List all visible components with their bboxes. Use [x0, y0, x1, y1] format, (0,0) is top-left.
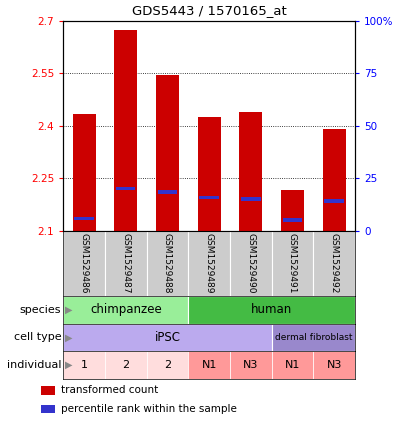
Bar	[41, 386, 55, 395]
Bar	[230, 351, 272, 379]
Bar	[157, 190, 177, 194]
Bar	[230, 231, 272, 296]
Text: N3: N3	[326, 360, 342, 370]
Text: human: human	[251, 303, 292, 316]
Title: GDS5443 / 1570165_at: GDS5443 / 1570165_at	[132, 4, 286, 17]
Bar	[323, 129, 346, 231]
Bar	[63, 324, 272, 351]
Text: N1: N1	[285, 360, 300, 370]
Bar	[41, 405, 55, 413]
Bar	[156, 75, 179, 231]
Text: N1: N1	[202, 360, 217, 370]
Text: GSM1529488: GSM1529488	[163, 233, 172, 294]
Bar	[188, 296, 355, 324]
Text: cell type: cell type	[13, 332, 61, 342]
Text: iPSC: iPSC	[154, 331, 180, 344]
Bar	[74, 217, 94, 220]
Bar	[313, 231, 355, 296]
Bar	[200, 196, 219, 199]
Bar	[272, 351, 313, 379]
Bar	[114, 30, 137, 231]
Text: GSM1529490: GSM1529490	[246, 233, 255, 294]
Text: 2: 2	[122, 360, 129, 370]
Bar	[188, 351, 230, 379]
Bar	[281, 190, 304, 231]
Bar	[146, 351, 188, 379]
Bar	[239, 112, 262, 231]
Bar	[63, 351, 105, 379]
Bar	[105, 351, 146, 379]
Text: GSM1529492: GSM1529492	[330, 233, 339, 294]
Text: ▶: ▶	[65, 332, 73, 342]
Text: GSM1529491: GSM1529491	[288, 233, 297, 294]
Bar	[197, 117, 221, 231]
Bar	[313, 351, 355, 379]
Bar	[73, 114, 95, 231]
Bar	[324, 199, 344, 203]
Text: individual: individual	[7, 360, 61, 370]
Bar	[105, 231, 146, 296]
Text: GSM1529486: GSM1529486	[80, 233, 89, 294]
Text: dermal fibroblast: dermal fibroblast	[275, 333, 352, 342]
Bar	[272, 231, 313, 296]
Bar	[146, 231, 188, 296]
Bar	[63, 231, 105, 296]
Text: 2: 2	[164, 360, 171, 370]
Text: GSM1529489: GSM1529489	[204, 233, 214, 294]
Text: N3: N3	[243, 360, 258, 370]
Bar	[116, 187, 135, 190]
Text: ▶: ▶	[65, 305, 73, 315]
Bar	[241, 198, 261, 201]
Bar	[272, 324, 355, 351]
Bar	[188, 231, 230, 296]
Text: 1: 1	[80, 360, 88, 370]
Text: ▶: ▶	[65, 360, 73, 370]
Text: transformed count: transformed count	[61, 385, 158, 396]
Text: percentile rank within the sample: percentile rank within the sample	[61, 404, 237, 414]
Text: GSM1529487: GSM1529487	[121, 233, 130, 294]
Text: species: species	[20, 305, 61, 315]
Text: chimpanzee: chimpanzee	[90, 303, 162, 316]
Bar	[283, 218, 302, 222]
Bar	[63, 296, 188, 324]
